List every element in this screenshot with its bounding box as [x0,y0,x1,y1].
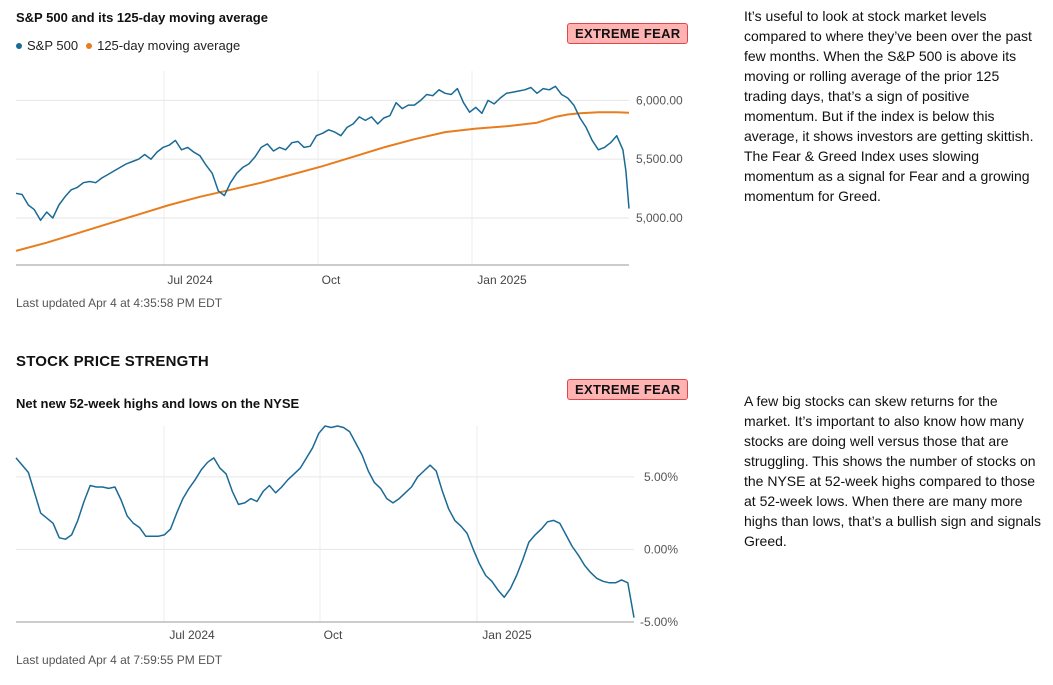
y-tick-label: 5,000.00 [636,211,683,225]
legend-label-moving-average: 125-day moving average [97,38,241,53]
legend-item-sp500[interactable]: S&P 500 [16,38,78,53]
last-updated-1: Last updated Apr 4 at 4:35:58 PM EDT [16,296,223,310]
legend-label-sp500: S&P 500 [27,38,79,53]
last-updated-2: Last updated Apr 4 at 7:59:55 PM EDT [16,653,223,667]
x-tick-label: Jan 2025 [477,273,527,287]
series-line-net-highs-lows [15,425,635,618]
x-tick-label: Jul 2024 [167,273,213,287]
legend-item-moving-average[interactable]: 125-day moving average [86,38,240,53]
chart1-title: S&P 500 and its 125-day moving average [16,10,268,25]
legend-dot-sp500 [16,42,22,49]
section-heading-stock-price-strength: STOCK PRICE STRENGTH [16,353,209,370]
fear-badge-2: EXTREME FEAR [567,379,689,400]
chart2-svg: 5.00% 0.00% -5.00% Jul 2024 Oct Jan 2025 [15,425,678,642]
legend-dot-moving-average [86,42,93,49]
x-tick-label: Oct [322,273,341,287]
chart1-svg: 5,000.00 5,500.00 6,000.00 Jul 2024 Oct Jan 2… [15,71,683,287]
chart2-title: Net new 52-week highs and lows on the NY… [16,396,300,411]
chart1-legend: S&P 500 125-day moving average [16,38,248,53]
y-tick-label: 5.00% [644,470,678,484]
y-tick-label: -5.00% [640,615,678,629]
fear-badge-1: EXTREME FEAR [567,23,689,44]
y-tick-label: 5,500.00 [636,152,683,166]
series-line-sp500 [15,85,630,222]
description-2: A few big stocks can skew returns for th… [744,393,1042,549]
x-tick-label: Jul 2024 [169,628,215,642]
series-line-moving-average [15,111,630,252]
x-tick-label: Jan 2025 [482,628,532,642]
y-tick-label: 0.00% [644,542,678,556]
y-tick-label: 6,000.00 [636,93,683,107]
x-tick-label: Oct [324,628,343,642]
description-1: It’s useful to look at stock market leve… [744,8,1034,204]
